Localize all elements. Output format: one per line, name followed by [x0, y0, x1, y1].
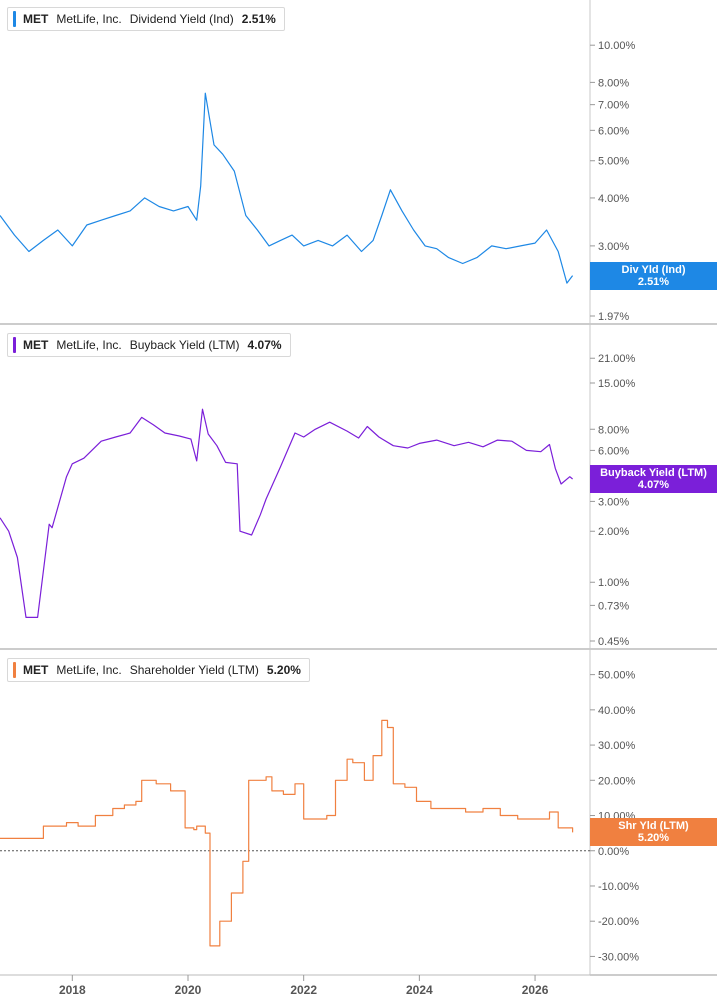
legend-value: 2.51% [241, 12, 276, 26]
y-tick-label: -20.00% [598, 916, 639, 928]
y-tick-label: 1.00% [598, 577, 629, 589]
tag-value: 5.20% [637, 832, 670, 845]
y-tick-label: 4.00% [598, 193, 629, 205]
tag-value: 4.07% [637, 478, 670, 491]
legend-company: MetLife, Inc. [56, 338, 122, 352]
y-tick-label: 6.00% [598, 445, 629, 457]
legend-metric: Shareholder Yield (LTM) [129, 663, 259, 677]
tag-label: Div Yld (Ind) [621, 263, 686, 276]
y-tick-label: 10.00% [598, 40, 636, 52]
legend-ticker: MET [23, 338, 49, 352]
y-tick-label: 15.00% [598, 378, 636, 390]
buyback-yield-current-tag: Buyback Yield (LTM) 4.07% [590, 464, 717, 493]
y-tick-label: 7.00% [598, 100, 629, 112]
shareholder-yield-legend[interactable]: MET MetLife, Inc. Shareholder Yield (LTM… [7, 658, 310, 682]
tag-value: 2.51% [637, 275, 670, 288]
x-tick-label: 2024 [406, 983, 433, 997]
y-tick-label: 0.73% [598, 600, 629, 612]
shareholder-yield-current-tag: Shr Yld (LTM) 5.20% [590, 818, 717, 847]
series-line [0, 92, 574, 284]
tag-label: Buyback Yield (LTM) [600, 466, 707, 479]
y-tick-label: 5.00% [598, 156, 629, 168]
y-tick-label: 20.00% [598, 775, 636, 787]
y-tick-label: 21.00% [598, 353, 636, 365]
dividend-yield-legend[interactable]: MET MetLife, Inc. Dividend Yield (Ind) 2… [7, 7, 285, 31]
y-tick-label: 8.00% [598, 77, 629, 89]
y-tick-label: -10.00% [598, 881, 639, 893]
x-tick-label: 2022 [290, 983, 317, 997]
legend-ticker: MET [23, 12, 49, 26]
y-tick-label: 3.00% [598, 241, 629, 253]
dividend-yield-panel: 10.00% 8.00% 7.00% 6.00% 5.00% 4.00% 3.00% 1.97… [0, 0, 717, 325]
legend-color-swatch [13, 662, 16, 678]
y-tick-label: 3.00% [598, 496, 629, 508]
x-tick-label: 2026 [522, 983, 549, 997]
y-tick-label: 8.00% [598, 424, 629, 436]
y-tick-label: 2.00% [598, 526, 629, 538]
buyback-yield-panel: 21.00% 15.00% 8.00% 6.00% 3.00% 2.00% 1.00% 0.7… [0, 324, 717, 650]
legend-metric: Dividend Yield (Ind) [129, 12, 234, 26]
buyback-yield-legend[interactable]: MET MetLife, Inc. Buyback Yield (LTM) 4.… [7, 333, 291, 357]
legend-value: 5.20% [266, 663, 301, 677]
y-tick-label: 50.00% [598, 670, 636, 682]
legend-color-swatch [13, 11, 16, 27]
legend-metric: Buyback Yield (LTM) [129, 338, 240, 352]
shareholder-yield-panel: 50.00%40.00%30.00%20.00%10.00%0.00%-10.0… [0, 649, 717, 976]
dividend-yield-current-tag: Div Yld (Ind) 2.51% [590, 261, 717, 290]
legend-company: MetLife, Inc. [56, 12, 122, 26]
y-tick-label: 0.00% [598, 846, 629, 858]
y-tick-label: 40.00% [598, 705, 636, 717]
series-line [0, 719, 574, 947]
legend-value: 4.07% [247, 338, 282, 352]
legend-company: MetLife, Inc. [56, 663, 122, 677]
x-tick-label: 2020 [175, 983, 202, 997]
y-tick-label: 6.00% [598, 125, 629, 137]
x-tick-label: 2018 [59, 983, 86, 997]
y-tick-label: 30.00% [598, 740, 636, 752]
tag-label: Shr Yld (LTM) [618, 820, 689, 833]
legend-ticker: MET [23, 663, 49, 677]
legend-color-swatch [13, 337, 16, 353]
y-tick-label: 1.97% [598, 311, 629, 323]
x-axis: 2018 2020 2022 2024 2026 [0, 974, 590, 997]
y-tick-label: 0.45% [598, 636, 629, 648]
series-line [0, 408, 573, 618]
y-tick-label: -30.00% [598, 951, 639, 963]
